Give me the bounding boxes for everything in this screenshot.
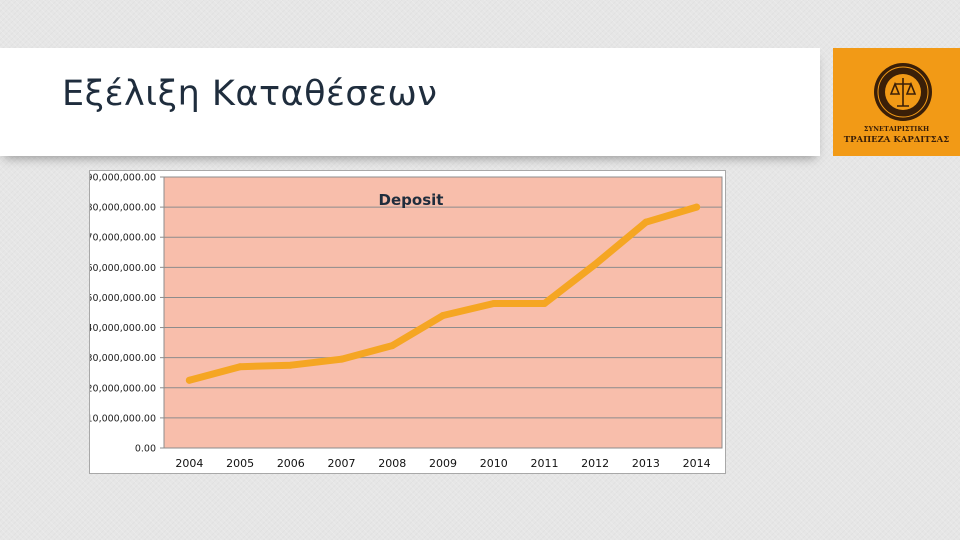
y-tick-label: 40,000,000.00	[90, 323, 156, 334]
data-point	[540, 299, 548, 307]
bank-seal-icon	[874, 63, 932, 121]
data-point	[693, 203, 701, 211]
y-tick-label: 20,000,000.00	[90, 383, 156, 394]
y-tick-label: 60,000,000.00	[90, 263, 156, 274]
y-tick-label: 30,000,000.00	[90, 353, 156, 364]
data-point	[388, 342, 396, 350]
data-point	[185, 376, 193, 384]
y-tick-label: 10,000,000.00	[90, 413, 156, 424]
logo-text-line1: ΣΥΝΕΤΑΙΡΙΣΤΙΚΗ	[863, 125, 930, 133]
y-tick-label: 0.00	[135, 444, 156, 455]
data-point	[490, 299, 498, 307]
title-banner: Εξέλιξη Καταθέσεων	[0, 48, 820, 156]
deposit-chart: 0.00 10,000,000.00 20,000,000.00 30,000,000…	[86, 170, 726, 474]
data-point	[642, 218, 650, 226]
logo-text-line2: ΤΡΑΠΕΖΑ ΚΑΡΔΙΤΣΑΣ	[843, 135, 950, 145]
data-point	[439, 312, 447, 320]
data-point	[287, 361, 295, 369]
data-point	[591, 260, 599, 268]
x-tick-label: 2004	[175, 457, 203, 470]
chart-svg: 0.00 10,000,000.00 20,000,000.00 30,000,000…	[86, 173, 723, 470]
x-tick-label: 2009	[429, 457, 457, 470]
data-point	[338, 355, 346, 363]
y-tick-label: 80,000,000.00	[90, 203, 156, 214]
x-tick-label: 2008	[378, 457, 406, 470]
data-point	[236, 363, 244, 371]
x-tick-label: 2010	[480, 457, 508, 470]
x-tick-label: 2011	[530, 457, 558, 470]
x-tick-label: 2013	[632, 457, 660, 470]
page-title: Εξέλιξη Καταθέσεων	[62, 74, 438, 114]
bank-logo: ΣΥΝΕΤΑΙΡΙΣΤΙΚΗ ΤΡΑΠΕΖΑ ΚΑΡΔΙΤΣΑΣ	[833, 48, 960, 156]
y-tick-label: 90,000,000.00	[90, 173, 156, 184]
chart-title: Deposit	[379, 191, 444, 209]
y-tick-label: 70,000,000.00	[90, 233, 156, 244]
x-tick-label: 2014	[683, 457, 711, 470]
x-tick-label: 2005	[226, 457, 254, 470]
x-tick-label: 2006	[277, 457, 305, 470]
x-tick-label: 2012	[581, 457, 609, 470]
x-tick-label: 2007	[328, 457, 356, 470]
y-tick-label: 50,000,000.00	[90, 293, 156, 304]
